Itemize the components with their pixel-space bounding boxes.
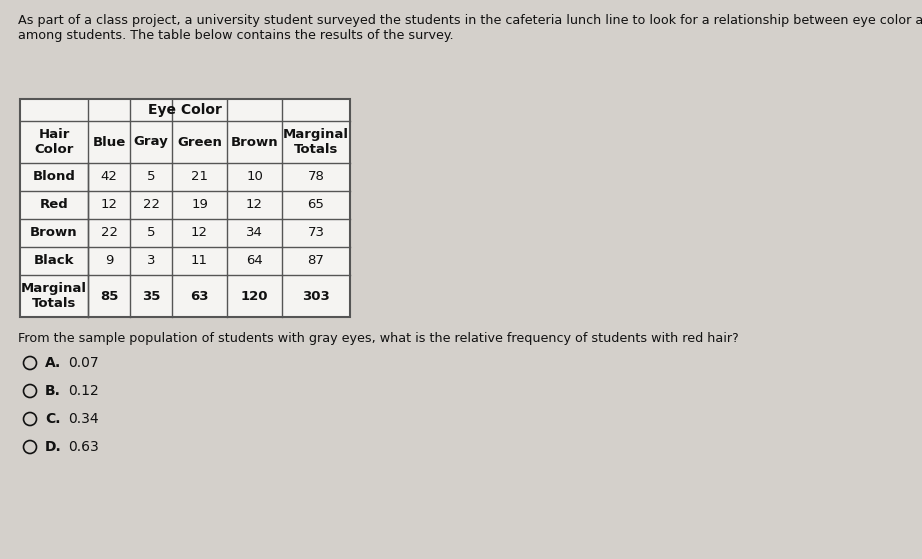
Text: among students. The table below contains the results of the survey.: among students. The table below contains… [18,29,454,42]
Text: 65: 65 [308,198,325,211]
Text: 78: 78 [308,170,325,183]
Text: Green: Green [177,135,222,149]
Text: 3: 3 [147,254,155,268]
Text: 0.63: 0.63 [68,440,99,454]
Text: 0.07: 0.07 [68,356,99,370]
Text: 19: 19 [191,198,208,211]
Text: 63: 63 [190,290,208,302]
Text: 42: 42 [100,170,117,183]
Text: 0.34: 0.34 [68,412,99,426]
Text: 87: 87 [308,254,325,268]
Text: From the sample population of students with gray eyes, what is the relative freq: From the sample population of students w… [18,332,739,345]
Text: 73: 73 [308,226,325,239]
Text: 120: 120 [241,290,268,302]
Text: 0.12: 0.12 [68,384,99,398]
Text: Blond: Blond [32,170,76,183]
Text: 85: 85 [100,290,118,302]
Text: D.: D. [45,440,62,454]
Text: 12: 12 [246,198,263,211]
Text: Marginal
Totals: Marginal Totals [283,128,349,156]
Text: 35: 35 [142,290,160,302]
Text: Hair
Color: Hair Color [34,128,74,156]
Text: 64: 64 [246,254,263,268]
Text: 11: 11 [191,254,208,268]
Text: B.: B. [45,384,61,398]
Text: A.: A. [45,356,61,370]
Bar [20,99,350,317]
Text: 12: 12 [191,226,208,239]
Text: 10: 10 [246,170,263,183]
Text: Eye Color: Eye Color [148,103,222,117]
Text: 12: 12 [100,198,117,211]
Text: As part of a class project, a university student surveyed the students in the ca: As part of a class project, a university… [18,14,922,27]
Text: 303: 303 [302,290,330,302]
Text: Red: Red [40,198,68,211]
Text: C.: C. [45,412,61,426]
Text: 5: 5 [147,226,155,239]
Text: Marginal
Totals: Marginal Totals [21,282,87,310]
Text: 22: 22 [143,198,160,211]
Text: Blue: Blue [92,135,125,149]
Text: Black: Black [34,254,75,268]
Text: Brown: Brown [230,135,278,149]
Text: 5: 5 [147,170,155,183]
Text: 22: 22 [100,226,117,239]
Text: Brown: Brown [30,226,77,239]
Text: 21: 21 [191,170,208,183]
Text: Gray: Gray [134,135,169,149]
Text: 34: 34 [246,226,263,239]
Text: 9: 9 [105,254,113,268]
